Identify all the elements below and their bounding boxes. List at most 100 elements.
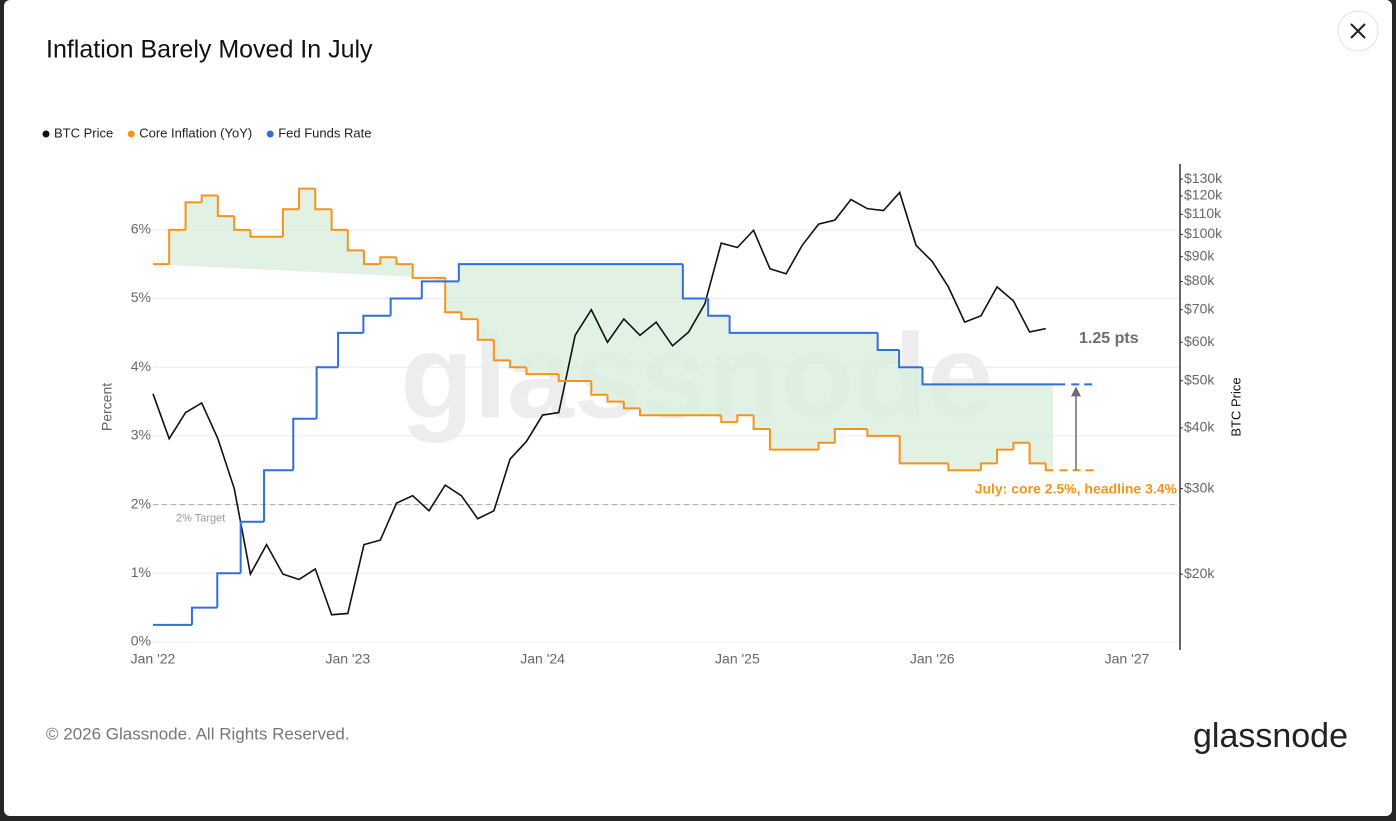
- step-segment: [979, 462, 998, 471]
- step-segment: [314, 188, 332, 211]
- step-segment: [728, 315, 878, 334]
- y2-tick-label: $30k: [1184, 479, 1215, 495]
- step-segment: [190, 606, 218, 625]
- y2-axis-label: BTC Price: [1228, 377, 1243, 436]
- step-segment: [817, 441, 835, 450]
- step-segment: [460, 312, 478, 321]
- chart: Inflation Barely Moved In July © 2026 Gl…: [42, 10, 1379, 755]
- y-tick-label: 2%: [131, 495, 151, 511]
- y2-tick-label: $90k: [1184, 247, 1215, 263]
- y-tick-label: 5%: [131, 289, 151, 305]
- step-segment: [200, 194, 218, 203]
- y-tick-label: 1%: [131, 564, 151, 580]
- step-segment: [947, 463, 981, 472]
- x-tick-label: Jan '25: [715, 651, 760, 667]
- step-segment: [1012, 441, 1030, 450]
- step-segment: [898, 350, 923, 369]
- step-segment: [292, 417, 317, 471]
- btc-line: [152, 190, 1046, 616]
- step-segment: [525, 367, 559, 376]
- y2-tick-label: $40k: [1184, 419, 1215, 435]
- gap-arrow-head: [1071, 386, 1081, 397]
- y2-tick-label: $60k: [1184, 333, 1215, 349]
- y-tick-label: 4%: [131, 358, 151, 374]
- step-segment: [622, 401, 640, 410]
- step-segment: [330, 209, 348, 231]
- footer: © 2026 Glassnode. All Rights Reserved.: [46, 724, 350, 743]
- step-segment: [315, 366, 339, 419]
- y2-tick-label: $130k: [1184, 170, 1223, 186]
- legend-dot: [42, 130, 50, 138]
- step-segment: [876, 332, 900, 352]
- y2-tick-label: $120k: [1184, 187, 1223, 203]
- step-segment: [590, 380, 608, 396]
- step-segment: [898, 435, 949, 465]
- gap-area: [153, 188, 1053, 471]
- step-segment: [239, 520, 265, 574]
- legend-label: Core Inflation (YoY): [139, 125, 252, 140]
- card: Inflation Barely Moved In July © 2026 Gl…: [4, 0, 1392, 816]
- legend-label: Fed Funds Rate: [278, 125, 371, 140]
- step-segment: [720, 415, 738, 424]
- step-segment: [389, 297, 422, 316]
- step-segment: [346, 229, 364, 252]
- step-segment: [444, 277, 462, 314]
- step-segment: [476, 319, 494, 341]
- step-segment: [457, 263, 683, 282]
- chart-title: Inflation Barely Moved In July: [46, 36, 373, 64]
- step-segment: [362, 250, 381, 266]
- step-segment: [337, 331, 364, 368]
- july-label: July: core 2.5%, headline 3.4%: [975, 481, 1178, 497]
- y2-tick-label: $110k: [1184, 205, 1222, 221]
- y-tick-label: 0%: [131, 633, 151, 649]
- y2-tick-label: $20k: [1184, 565, 1215, 581]
- x-tick-label: Jan '23: [325, 651, 370, 667]
- step-segment: [362, 314, 391, 333]
- step-segment: [752, 415, 770, 431]
- step-segment: [707, 298, 730, 317]
- logo: glassnode: [1193, 717, 1348, 755]
- x-tick-label: Jan '26: [910, 651, 955, 667]
- step-segment: [168, 228, 186, 265]
- step-segment: [606, 394, 624, 403]
- legend-dot: [127, 130, 135, 138]
- step-segment: [263, 469, 294, 522]
- gap-label: 1.25 pts: [1079, 330, 1139, 347]
- step-segment: [768, 429, 819, 451]
- step-segment: [395, 257, 413, 266]
- step-segment: [1044, 463, 1054, 472]
- step-segment: [216, 572, 241, 608]
- x-tick-label: Jan '22: [131, 651, 176, 667]
- step-segment: [921, 367, 1066, 386]
- y-axis-label: Percent: [99, 383, 115, 431]
- step-segment: [233, 216, 251, 231]
- step-segment: [736, 414, 754, 423]
- y-tick-label: 3%: [131, 427, 151, 443]
- step-segment: [1028, 442, 1046, 465]
- step-segment: [509, 360, 527, 369]
- y2-tick-label: $100k: [1184, 225, 1223, 241]
- step-segment: [681, 264, 709, 300]
- x-tick-label: Jan '24: [520, 651, 565, 667]
- step-segment: [411, 264, 446, 279]
- x-tick-label: Jan '27: [1105, 651, 1150, 667]
- step-segment: [639, 408, 722, 417]
- y2-tick-label: $50k: [1184, 371, 1215, 387]
- y2-tick-label: $70k: [1184, 300, 1215, 316]
- step-segment: [379, 256, 397, 265]
- close-button[interactable]: [1337, 10, 1379, 52]
- legend-dot: [266, 130, 274, 138]
- step-segment: [420, 280, 459, 299]
- y-tick-label: 6%: [131, 221, 151, 237]
- step-segment: [833, 428, 868, 443]
- step-segment: [557, 374, 592, 382]
- target-label: 2% Target: [176, 513, 225, 525]
- step-segment: [866, 429, 900, 437]
- y2-tick-label: $80k: [1184, 272, 1215, 288]
- step-segment: [249, 229, 283, 238]
- step-segment: [216, 195, 235, 218]
- step-segment: [281, 208, 300, 237]
- step-segment: [996, 448, 1014, 464]
- legend-label: BTC Price: [54, 125, 113, 140]
- step-segment: [184, 201, 202, 230]
